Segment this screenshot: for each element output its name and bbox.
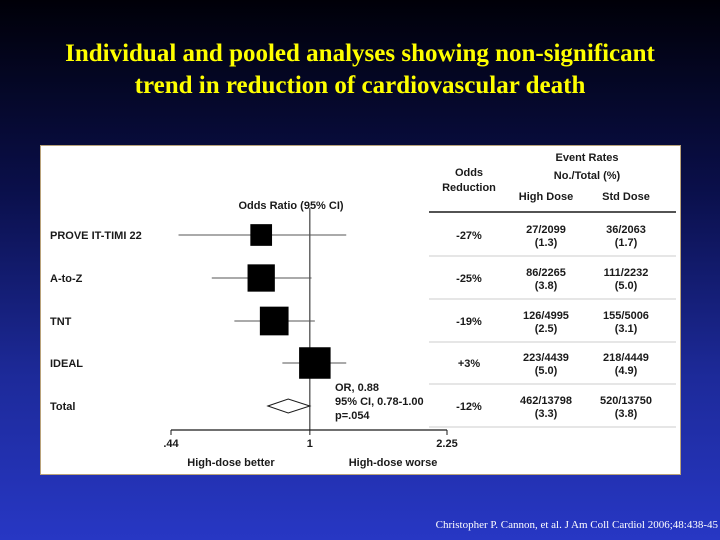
event-rates-subheader: No./Total (%): [554, 170, 621, 182]
x-tick-label: 2.25: [436, 438, 457, 450]
pooled-or-label: OR, 0.88: [335, 382, 379, 394]
high-dose-events: 86/2265: [526, 267, 566, 279]
std-dose-events: 36/2063: [606, 224, 646, 236]
slide-title-line-2: trend in reduction of cardiovascular dea…: [134, 72, 586, 99]
high-dose-header: High Dose: [519, 191, 573, 203]
odds-reduction-value: -12%: [456, 401, 482, 413]
std-dose-events: 218/4449: [603, 352, 649, 364]
high-dose-percent: (1.3): [535, 237, 558, 249]
forest-plot: Odds Reduction Event Rates No./Total (%)…: [50, 152, 676, 469]
x-tick-label: 1: [307, 438, 313, 450]
x-tick-label: .44: [163, 438, 179, 450]
slide-title: Individual and pooled analyses showing n…: [0, 38, 720, 102]
citation: Christopher P. Cannon, et al. J Am Coll …: [435, 519, 718, 531]
forest-marks: .44 1 2.25 PROVE IT-TIMI 22 -27% 27/2099(1.3)…: [50, 208, 676, 450]
favors-left-label: High-dose better: [187, 457, 275, 469]
odds-reduction-header-line-2: Reduction: [442, 182, 496, 194]
point-estimate-square: [250, 224, 273, 246]
study-label: PROVE IT-TIMI 22: [50, 230, 142, 242]
high-dose-events: 462/13798: [520, 395, 572, 407]
std-dose-percent: (3.8): [615, 408, 638, 420]
std-dose-percent: (5.0): [615, 280, 638, 292]
point-estimate-square: [247, 264, 275, 292]
std-dose-percent: (4.9): [615, 365, 638, 377]
study-label: A-to-Z: [50, 273, 83, 285]
std-dose-events: 520/13750: [600, 395, 652, 407]
std-dose-percent: (1.7): [615, 237, 638, 249]
point-estimate-square: [299, 347, 331, 379]
pooled-label: Total: [50, 401, 75, 413]
std-dose-percent: (3.1): [615, 323, 638, 335]
high-dose-percent: (2.5): [535, 323, 558, 335]
high-dose-events: 223/4439: [523, 352, 569, 364]
odds-reduction-value: -25%: [456, 273, 482, 285]
slide-title-line-1: Individual and pooled analyses showing n…: [65, 40, 655, 67]
std-dose-header: Std Dose: [602, 191, 650, 203]
std-dose-events: 111/2232: [604, 267, 649, 279]
pooled-diamond: [266, 398, 312, 414]
pooled-ci-label: 95% CI, 0.78-1.00: [335, 396, 424, 408]
high-dose-percent: (3.3): [535, 408, 558, 420]
high-dose-events: 126/4995: [523, 310, 569, 322]
axis-title: Odds Ratio (95% CI): [238, 200, 343, 212]
favors-right-label: High-dose worse: [349, 457, 438, 469]
forest-plot-panel: Odds Reduction Event Rates No./Total (%)…: [40, 145, 681, 475]
point-estimate-square: [259, 306, 289, 336]
study-label: TNT: [50, 316, 72, 328]
odds-reduction-value: -27%: [456, 230, 482, 242]
event-rates-header: Event Rates: [556, 152, 619, 164]
odds-reduction-value: +3%: [458, 358, 481, 370]
high-dose-percent: (5.0): [535, 365, 558, 377]
odds-reduction-header-line-1: Odds: [455, 167, 483, 179]
high-dose-percent: (3.8): [535, 280, 558, 292]
study-label: IDEAL: [50, 358, 83, 370]
odds-reduction-value: -19%: [456, 316, 482, 328]
pooled-p-label: p=.054: [335, 410, 370, 422]
high-dose-events: 27/2099: [526, 224, 566, 236]
std-dose-events: 155/5006: [603, 310, 649, 322]
